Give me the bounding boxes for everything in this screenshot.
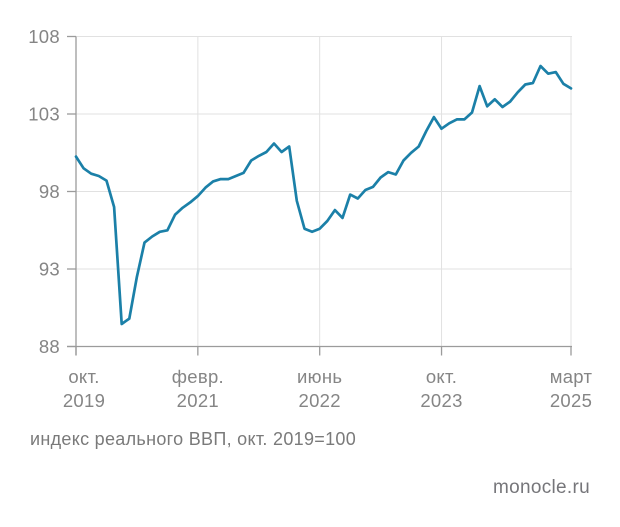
gdp-index-line bbox=[74, 64, 573, 326]
chart-caption: индекс реального ВВП, окт. 2019=100 bbox=[30, 429, 357, 449]
watermark-monocle: monocle.ru bbox=[493, 477, 590, 498]
y-tick-label: 98 bbox=[39, 181, 60, 202]
gdp-line-chart: 88 93 98 103 108 окт. 2019 февр. 2021 июнь 2022 окт… bbox=[28, 26, 593, 411]
x-tick-label-year: 2023 bbox=[420, 390, 462, 411]
x-tick-label-month: февр. bbox=[172, 366, 224, 387]
x-tick-label-month: окт. bbox=[426, 366, 457, 387]
x-tick-label-month: июнь bbox=[297, 366, 342, 387]
x-tick-label-month: март bbox=[550, 366, 593, 387]
x-tick-label-year: 2019 bbox=[63, 390, 105, 411]
x-tick-label-year: 2021 bbox=[177, 390, 219, 411]
x-tick-label-year: 2022 bbox=[299, 390, 341, 411]
y-tick-label: 108 bbox=[28, 26, 60, 47]
y-tick-label: 103 bbox=[28, 104, 60, 125]
x-tick-label-month: окт. bbox=[68, 366, 99, 387]
y-tick-label: 88 bbox=[39, 336, 60, 357]
x-tick-label-year: 2025 bbox=[550, 390, 592, 411]
y-tick-label: 93 bbox=[39, 259, 60, 280]
